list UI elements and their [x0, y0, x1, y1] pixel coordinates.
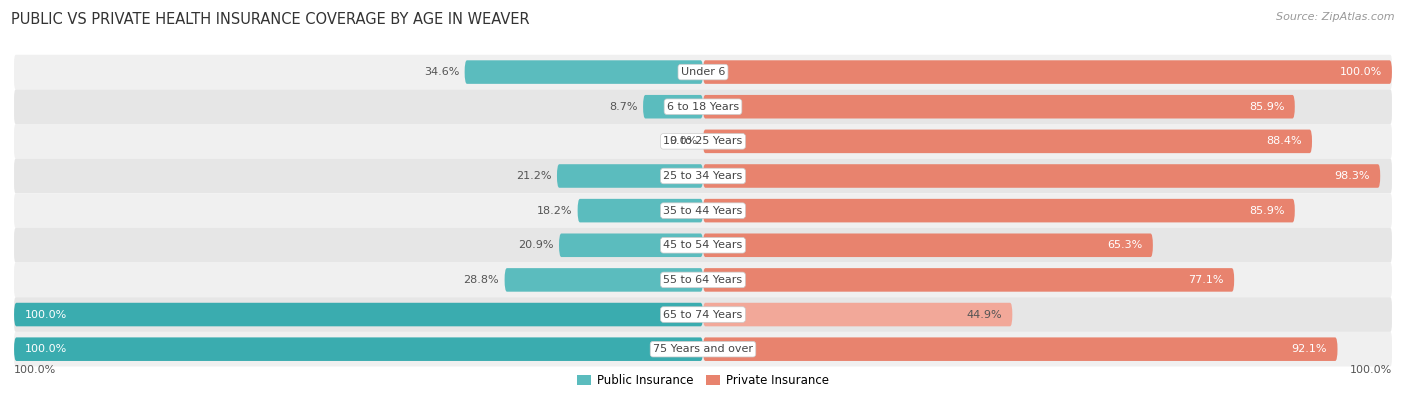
FancyBboxPatch shape [703, 164, 1381, 188]
FancyBboxPatch shape [578, 199, 703, 223]
FancyBboxPatch shape [14, 228, 1392, 263]
Text: 100.0%: 100.0% [14, 365, 56, 375]
Text: 35 to 44 Years: 35 to 44 Years [664, 206, 742, 216]
Text: 45 to 54 Years: 45 to 54 Years [664, 240, 742, 250]
Legend: Public Insurance, Private Insurance: Public Insurance, Private Insurance [572, 369, 834, 392]
FancyBboxPatch shape [703, 268, 1234, 292]
Text: 98.3%: 98.3% [1334, 171, 1369, 181]
Text: 85.9%: 85.9% [1249, 102, 1285, 112]
Text: 85.9%: 85.9% [1249, 206, 1285, 216]
FancyBboxPatch shape [14, 337, 703, 361]
FancyBboxPatch shape [14, 159, 1392, 193]
Text: 65 to 74 Years: 65 to 74 Years [664, 310, 742, 320]
FancyBboxPatch shape [505, 268, 703, 292]
Text: 65.3%: 65.3% [1108, 240, 1143, 250]
FancyBboxPatch shape [14, 193, 1392, 228]
Text: 6 to 18 Years: 6 to 18 Years [666, 102, 740, 112]
Text: 100.0%: 100.0% [1340, 67, 1382, 77]
FancyBboxPatch shape [703, 337, 1337, 361]
Text: 100.0%: 100.0% [1350, 365, 1392, 375]
Text: Under 6: Under 6 [681, 67, 725, 77]
Text: 100.0%: 100.0% [24, 344, 66, 354]
Text: 77.1%: 77.1% [1188, 275, 1223, 285]
Text: 34.6%: 34.6% [423, 67, 460, 77]
Text: 28.8%: 28.8% [464, 275, 499, 285]
Text: PUBLIC VS PRIVATE HEALTH INSURANCE COVERAGE BY AGE IN WEAVER: PUBLIC VS PRIVATE HEALTH INSURANCE COVER… [11, 12, 530, 27]
Text: 21.2%: 21.2% [516, 171, 551, 181]
FancyBboxPatch shape [464, 60, 703, 84]
FancyBboxPatch shape [14, 332, 1392, 366]
Text: 18.2%: 18.2% [537, 206, 572, 216]
FancyBboxPatch shape [703, 303, 1012, 326]
Text: 19 to 25 Years: 19 to 25 Years [664, 136, 742, 146]
FancyBboxPatch shape [14, 124, 1392, 159]
Text: 25 to 34 Years: 25 to 34 Years [664, 171, 742, 181]
FancyBboxPatch shape [557, 164, 703, 188]
FancyBboxPatch shape [703, 95, 1295, 119]
Text: 75 Years and over: 75 Years and over [652, 344, 754, 354]
FancyBboxPatch shape [703, 199, 1295, 223]
Text: 88.4%: 88.4% [1265, 136, 1302, 146]
Text: 44.9%: 44.9% [966, 310, 1002, 320]
FancyBboxPatch shape [14, 55, 1392, 89]
Text: 20.9%: 20.9% [517, 240, 554, 250]
Text: 0.0%: 0.0% [669, 136, 697, 146]
Text: Source: ZipAtlas.com: Source: ZipAtlas.com [1277, 12, 1395, 22]
FancyBboxPatch shape [703, 233, 1153, 257]
FancyBboxPatch shape [703, 60, 1392, 84]
Text: 92.1%: 92.1% [1292, 344, 1327, 354]
Text: 55 to 64 Years: 55 to 64 Years [664, 275, 742, 285]
FancyBboxPatch shape [14, 89, 1392, 124]
FancyBboxPatch shape [14, 263, 1392, 297]
FancyBboxPatch shape [14, 303, 703, 326]
FancyBboxPatch shape [560, 233, 703, 257]
FancyBboxPatch shape [703, 130, 1312, 153]
FancyBboxPatch shape [643, 95, 703, 119]
Text: 100.0%: 100.0% [24, 310, 66, 320]
FancyBboxPatch shape [14, 297, 1392, 332]
Text: 8.7%: 8.7% [609, 102, 637, 112]
